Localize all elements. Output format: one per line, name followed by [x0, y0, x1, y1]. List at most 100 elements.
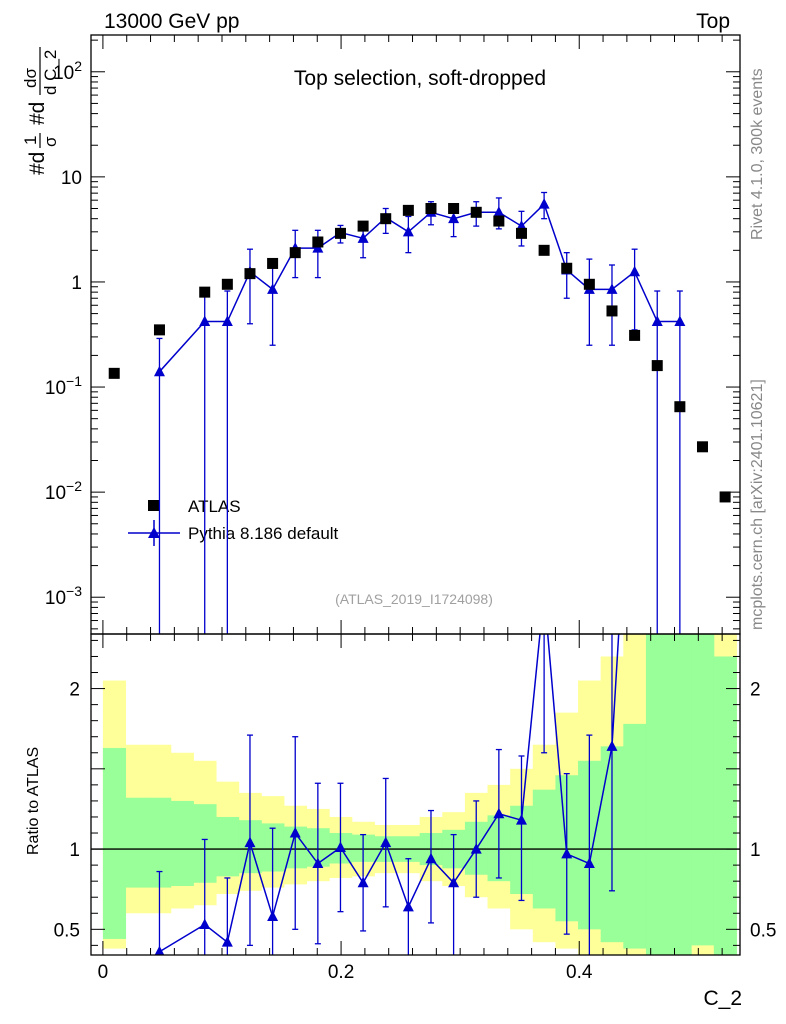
- pythia-point: [221, 315, 233, 327]
- ratio-band-green: [125, 797, 149, 888]
- ratio-point: [515, 814, 527, 825]
- main-data: [108, 191, 731, 634]
- atlas-point: [696, 441, 708, 453]
- ratio-point: [199, 918, 211, 930]
- svg-text:#d: #d: [26, 102, 49, 125]
- ratio-band-green: [216, 816, 240, 877]
- analysis-id: (ATLAS_2019_I1724098): [335, 591, 493, 607]
- atlas-point: [357, 220, 369, 232]
- x-axis-label: C_2: [703, 987, 742, 1010]
- ratio-point: [583, 857, 595, 869]
- axes: 0 0.2 0.4 10−3 10−2 10−1 1 10 102 0.5 0.5 1 1 2 2: [45, 34, 776, 983]
- atlas-point: [402, 204, 414, 216]
- atlas-point: [199, 286, 211, 298]
- atlas-point: [312, 236, 324, 248]
- pythia-point: [651, 315, 663, 327]
- ratio-y-tick-label: 0.5: [54, 920, 80, 941]
- rivet-label: Rivet 4.1.0, 300k events: [749, 68, 766, 240]
- atlas-point: [267, 257, 279, 269]
- atlas-point: [470, 206, 482, 218]
- ratio-data: [154, 634, 620, 955]
- atlas-point: [561, 262, 573, 274]
- plot-title: Top selection, soft-dropped: [294, 67, 546, 90]
- header-left: 13000 GeV pp: [104, 10, 239, 33]
- pythia-point: [199, 315, 211, 327]
- atlas-point: [629, 329, 641, 341]
- ratio-band-green: [668, 634, 692, 955]
- pythia-point: [402, 225, 414, 237]
- atlas-point: [221, 278, 233, 290]
- main-frame: [90, 34, 741, 635]
- atlas-point: [448, 203, 460, 215]
- ratio-band-green: [623, 723, 647, 949]
- atlas-point: [538, 244, 550, 256]
- ratio-bands: [91, 634, 740, 955]
- atlas-point: [380, 213, 392, 225]
- ratio-point: [334, 841, 346, 852]
- ratio-point: [448, 876, 460, 888]
- legend-atlas-marker: [148, 500, 159, 511]
- ratio-point: [493, 807, 505, 819]
- atlas-point: [334, 227, 346, 239]
- pythia-point: [357, 232, 369, 243]
- ratio-point: [154, 945, 165, 955]
- ratio-point: [312, 857, 324, 869]
- svg-text:d C_2: d C_2: [41, 50, 60, 95]
- ratio-band-green: [645, 634, 670, 955]
- mcplots-label: mcplots.cern.ch [arXiv:2401.10621]: [749, 379, 766, 630]
- main-y-tick-label: 10−1: [45, 373, 82, 399]
- ratio-y-tick-label-right: 1: [750, 840, 761, 861]
- main-y-axis-label: #d 1 σ #d dσ d C_2: [21, 47, 60, 175]
- pythia-point: [153, 365, 165, 377]
- ratio-y-tick-label: 1: [69, 840, 80, 861]
- atlas-point: [651, 360, 663, 372]
- atlas-point: [289, 247, 301, 259]
- svg-text:#d: #d: [26, 152, 49, 175]
- atlas-point: [425, 203, 437, 215]
- atlas-point: [719, 491, 731, 503]
- ratio-point: [470, 843, 482, 854]
- ratio-point: [425, 852, 437, 864]
- ratio-band-green: [170, 800, 194, 886]
- ratio-point: [289, 827, 301, 838]
- pythia-point: [267, 283, 279, 294]
- ratio-point: [561, 847, 573, 859]
- atlas-point: [606, 305, 618, 317]
- pythia-point: [493, 206, 505, 217]
- ratio-point: [402, 900, 414, 912]
- x-tick-label: 0: [98, 962, 109, 983]
- atlas-point: [515, 227, 527, 239]
- ratio-point: [380, 836, 392, 848]
- atlas-point: [583, 278, 595, 290]
- header-right: Top: [696, 10, 730, 33]
- main-y-tick-label: 102: [53, 58, 82, 84]
- ratio-y-tick-label: 2: [69, 680, 80, 701]
- svg-text:dσ: dσ: [21, 68, 40, 88]
- pythia-point: [674, 315, 686, 327]
- ratio-point: [221, 936, 233, 947]
- atlas-point: [153, 324, 165, 336]
- legend-atlas-label: ATLAS: [188, 497, 241, 516]
- ratio-y-tick-label-right: 0.5: [750, 920, 776, 941]
- ratio-y-axis-label: Ratio to ATLAS: [25, 747, 42, 855]
- atlas-point: [493, 215, 505, 227]
- atlas-point: [674, 401, 686, 413]
- ratio-point: [267, 910, 279, 921]
- pythia-point: [538, 198, 550, 209]
- atlas-point: [244, 268, 256, 280]
- ratio-point: [357, 876, 369, 888]
- pythia-point: [629, 265, 641, 277]
- ratio-y-tick-label-right: 2: [750, 680, 761, 701]
- main-y-tick-label: 1: [71, 273, 82, 294]
- pythia-line: [158, 202, 680, 373]
- ratio-band-green: [148, 797, 172, 888]
- main-y-tick-label: 10−2: [45, 478, 82, 504]
- ratio-point: [606, 740, 618, 751]
- pythia-point: [606, 283, 618, 294]
- x-tick-label: 0.2: [328, 962, 354, 983]
- main-y-tick-label: 10−3: [45, 583, 82, 609]
- atlas-point: [108, 367, 120, 379]
- svg-text:σ: σ: [41, 136, 60, 147]
- ratio-band-green: [713, 656, 737, 955]
